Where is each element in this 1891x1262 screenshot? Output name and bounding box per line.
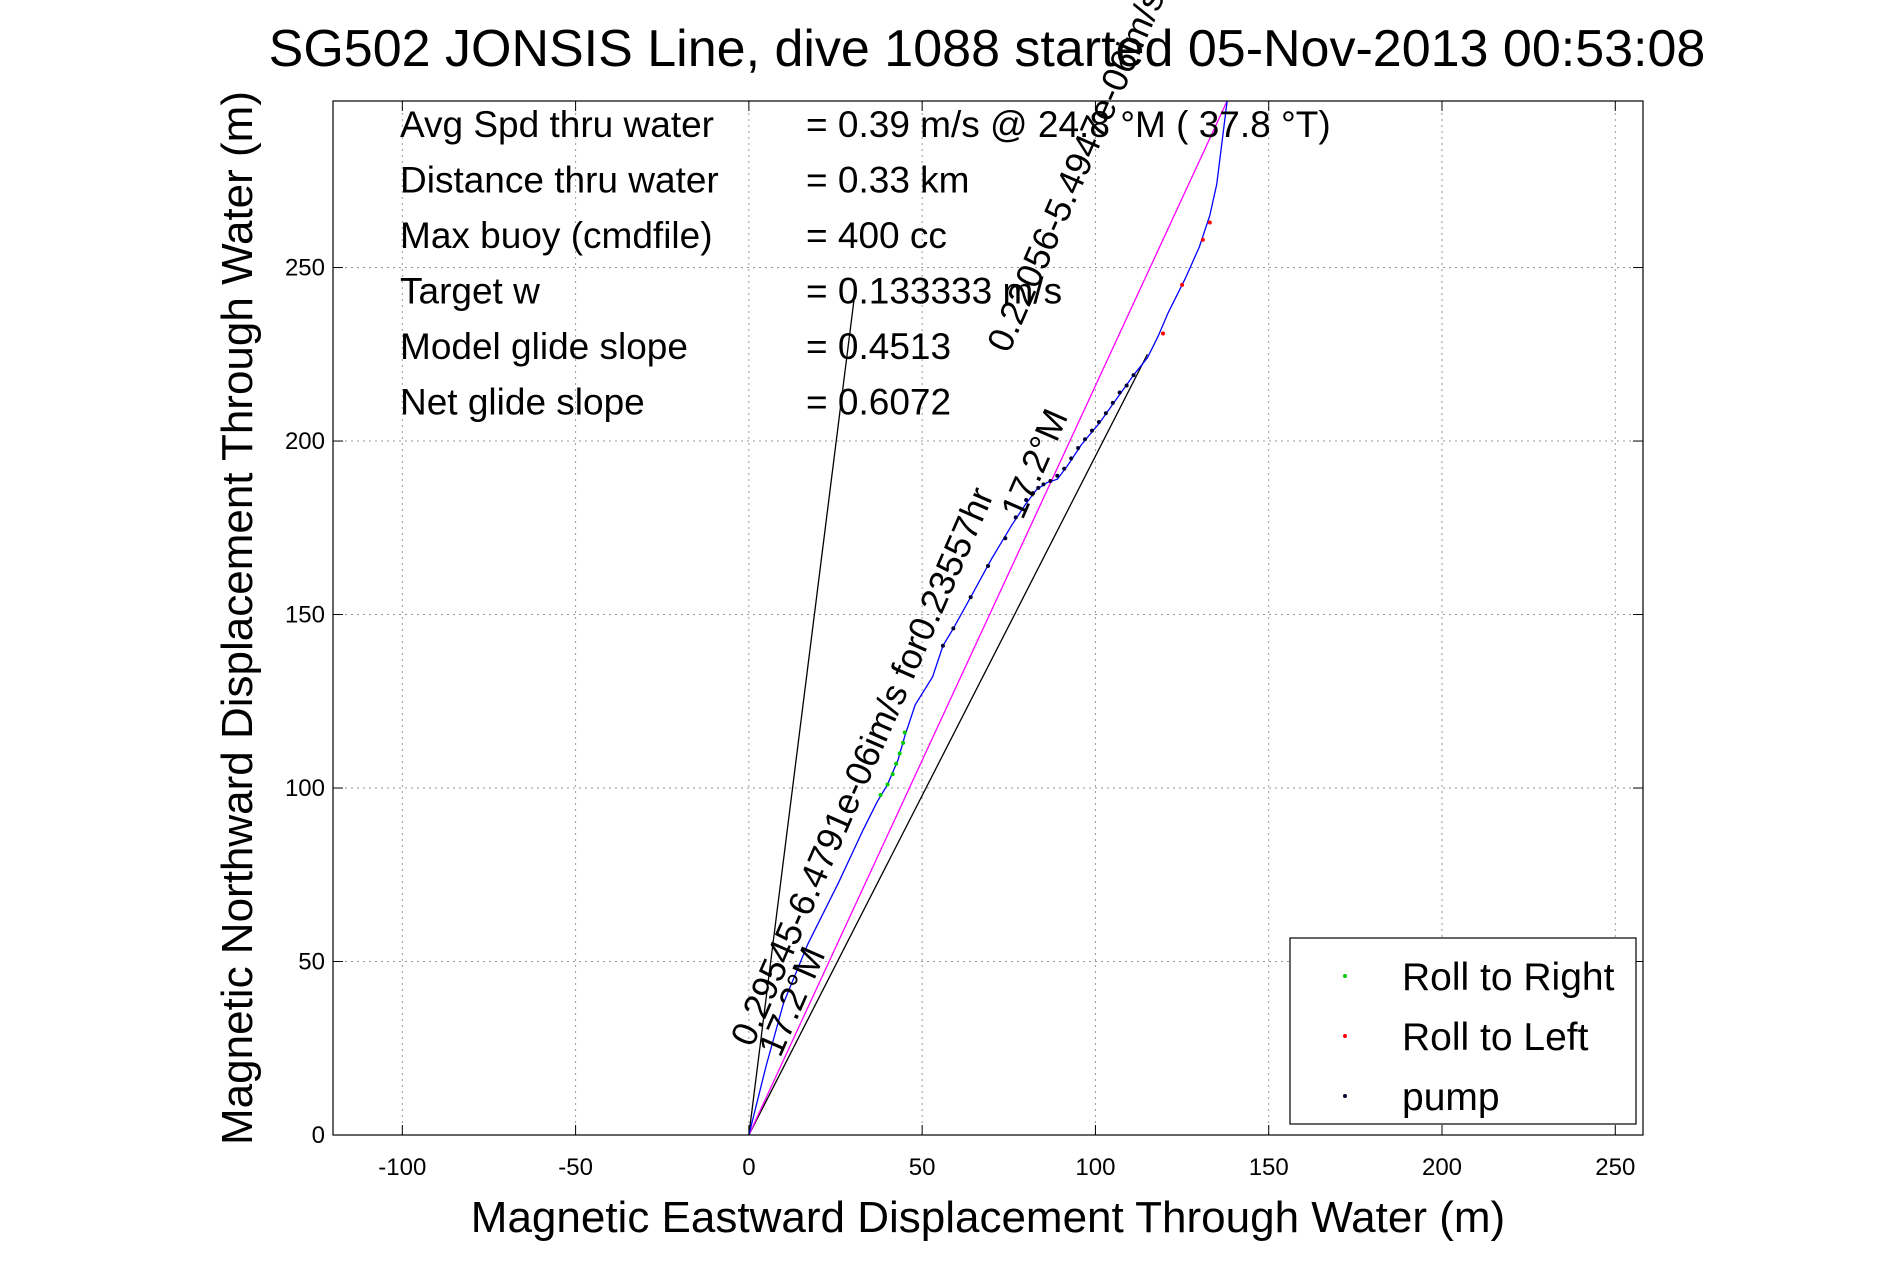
info-label: Net glide slope — [400, 382, 645, 423]
info-label: Max buoy (cmdfile) — [400, 215, 713, 256]
pump-point — [1062, 466, 1067, 471]
pump-point — [1131, 373, 1136, 378]
pump-point — [1096, 419, 1101, 424]
info-label: Target w — [400, 271, 540, 312]
roll-to-left-point — [1161, 331, 1166, 336]
x-tick-label: 150 — [1249, 1154, 1289, 1181]
cone-right-line — [748, 353, 1148, 1136]
roll-to-right-point — [901, 740, 906, 745]
legend-marker — [1343, 1034, 1347, 1038]
guide-lines — [748, 100, 1228, 1136]
roll-to-left-point — [1207, 220, 1212, 225]
info-panel: Avg Spd thru water = 0.39 m/s @ 24.8 °M (… — [400, 104, 1331, 423]
axis-ticks — [333, 101, 1643, 1136]
x-tick-label: -100 — [378, 1154, 426, 1181]
info-value: = 0.4513 — [806, 326, 951, 367]
pump-point — [1076, 445, 1081, 450]
track-line — [748, 100, 1228, 1136]
x-tick-label: 0 — [742, 1154, 755, 1181]
legend: Roll to Right Roll to Left pump — [1289, 937, 1637, 1125]
pump-point — [1089, 428, 1094, 433]
pump-point — [1041, 482, 1046, 487]
y-tick-label: 150 — [285, 602, 325, 629]
pump-point — [1031, 491, 1036, 496]
pump-point — [940, 643, 945, 648]
roll-to-right-point — [894, 761, 899, 766]
roll-to-left-point — [1180, 282, 1185, 287]
pump-point — [1013, 515, 1018, 520]
roll-to-right-point — [902, 730, 907, 735]
y-tick-label: 200 — [285, 428, 325, 455]
info-label: Distance thru water — [400, 160, 719, 201]
legend-box — [1289, 937, 1637, 1125]
x-tick-label: 200 — [1422, 1154, 1462, 1181]
pump-point — [1103, 411, 1108, 416]
pump-point — [1055, 473, 1060, 478]
chart-title: SG502 JONSIS Line, dive 1088 started 05-… — [269, 20, 1706, 78]
pump-point — [1124, 383, 1129, 388]
pump-point — [1048, 478, 1053, 483]
info-value: = 0.33 km — [806, 160, 970, 201]
legend-label: pump — [1402, 1076, 1500, 1119]
legend-marker — [1343, 1094, 1347, 1098]
x-tick-label: -50 — [558, 1154, 593, 1181]
pump-point — [1003, 536, 1008, 541]
y-axis-label: Magnetic Northward Displacement Through … — [213, 91, 262, 1145]
info-value: = 400 cc — [806, 215, 947, 256]
heading-line-line — [748, 100, 1228, 1136]
y-tick-label: 250 — [285, 255, 325, 282]
cone-left-line — [748, 295, 856, 1136]
pump-point — [968, 595, 973, 600]
x-tick-label: 250 — [1595, 1154, 1635, 1181]
y-tick-label: 100 — [285, 775, 325, 802]
pump-point — [1036, 485, 1041, 490]
roll-to-right-point — [890, 772, 895, 777]
info-value: = 0.6072 — [806, 382, 951, 423]
roll-to-right-point — [878, 792, 883, 797]
tick-labels: -100 -50 0 50 100 150 200 250 0 50 100 150 200 250 — [285, 255, 1635, 1181]
pump-point — [986, 563, 990, 568]
legend-label: Roll to Right — [1402, 956, 1615, 999]
data-series — [748, 100, 1228, 1136]
pump-point — [1069, 456, 1074, 461]
info-label: Avg Spd thru water — [400, 104, 714, 145]
info-value: = 0.133333 m/s — [806, 271, 1062, 312]
y-tick-label: 0 — [312, 1122, 325, 1149]
legend-label: Roll to Left — [1402, 1016, 1589, 1059]
info-label: Model glide slope — [400, 326, 688, 367]
x-axis-label: Magnetic Eastward Displacement Through W… — [471, 1193, 1505, 1242]
info-value: = 0.39 m/s @ 24.8 °M ( 37.8 °T) — [806, 104, 1331, 145]
pump-point — [1110, 400, 1115, 405]
plot-frame — [332, 100, 1644, 1136]
y-tick-label: 50 — [298, 949, 325, 976]
legend-marker — [1343, 974, 1347, 978]
x-tick-label: 50 — [909, 1154, 936, 1181]
roll-to-right-point — [897, 751, 902, 756]
roll-to-right-point — [885, 782, 890, 787]
x-tick-label: 100 — [1075, 1154, 1115, 1181]
pump-point — [1024, 498, 1029, 503]
pump-point — [951, 626, 956, 631]
roll-to-left-point — [1200, 237, 1205, 242]
pump-point — [1083, 437, 1088, 442]
pump-point — [1117, 390, 1122, 395]
